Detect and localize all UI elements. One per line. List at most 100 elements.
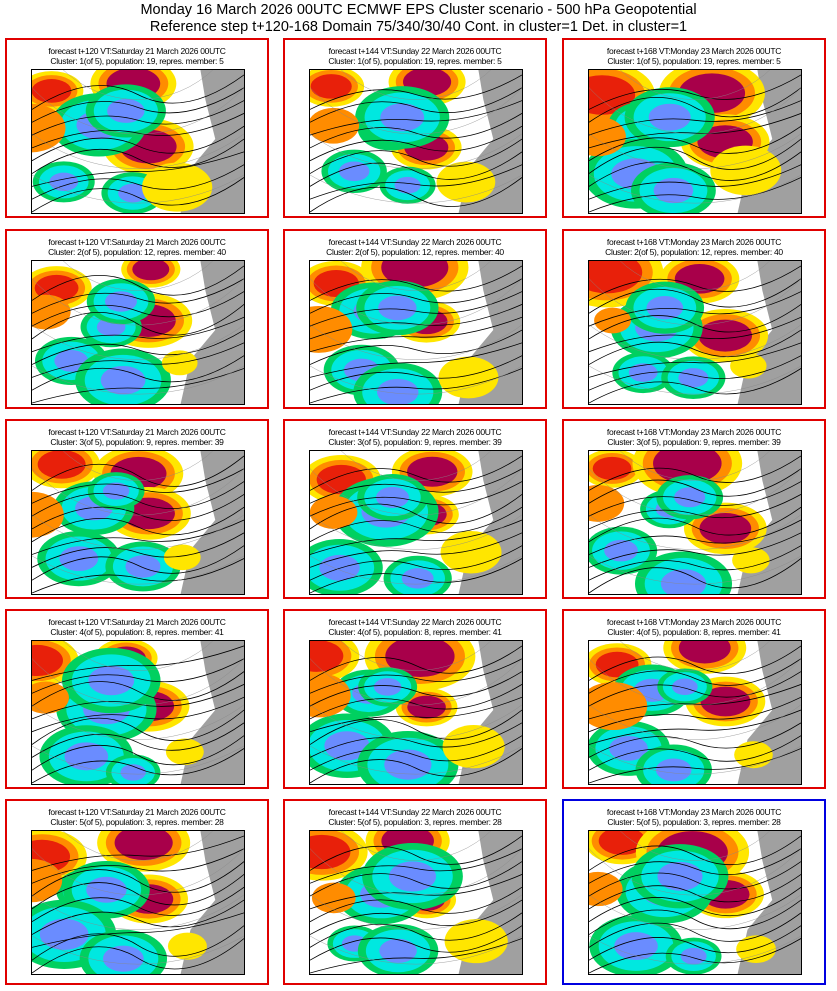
cluster-panel: forecast t+144 VT:Sunday 22 March 2026 0… — [283, 609, 547, 789]
panel-cluster-label: Cluster: 4(of 5), population: 8, repres.… — [607, 627, 781, 637]
geopotential-map — [588, 830, 802, 975]
contour-line — [589, 684, 801, 720]
contour-line — [310, 899, 522, 935]
contour-line — [589, 342, 801, 378]
cluster-panel: forecast t+120 VT:Saturday 21 March 2026… — [5, 799, 269, 985]
graticule — [310, 174, 522, 204]
cluster-panel: forecast t+168 VT:Monday 23 March 2026 0… — [562, 609, 826, 789]
graticule — [589, 935, 801, 965]
contour-line — [310, 506, 522, 543]
graticule — [340, 261, 492, 291]
contour-line — [589, 316, 801, 353]
geopotential-map — [31, 260, 245, 405]
chart-title: Monday 16 March 2026 00UTC ECMWF EPS Clu… — [140, 2, 697, 18]
cluster-panel: forecast t+144 VT:Sunday 22 March 2026 0… — [283, 419, 547, 599]
contour-line — [32, 645, 244, 681]
contour-line — [32, 455, 244, 491]
graticule — [310, 278, 522, 326]
contour-line — [589, 177, 801, 213]
graticule — [62, 451, 214, 481]
graticule — [619, 641, 771, 671]
panel-cluster-label: Cluster: 2(of 5), population: 12, repres… — [48, 247, 226, 257]
contour-line — [32, 545, 244, 581]
panel-cluster-label: Cluster: 4(of 5), population: 8, repres.… — [328, 627, 502, 637]
contour-line — [32, 113, 244, 149]
contour-line — [310, 177, 522, 213]
panel-cluster-label: Cluster: 3(of 5), population: 9, repres.… — [328, 437, 502, 447]
contour-line — [589, 481, 801, 517]
contour-line — [589, 709, 801, 745]
contour-line — [310, 100, 522, 136]
contour-line — [32, 291, 244, 327]
contour-line — [310, 368, 522, 404]
cluster-panel: forecast t+168 VT:Monday 23 March 2026 0… — [562, 419, 826, 599]
contour-line — [589, 494, 801, 530]
contour-line — [32, 506, 244, 543]
panel-step-label: forecast t+144 VT:Sunday 22 March 2026 0… — [328, 807, 502, 817]
contour-line — [310, 848, 522, 884]
contour-line — [589, 874, 801, 910]
graticule — [32, 894, 244, 930]
contour-line — [32, 748, 244, 784]
geopotential-map — [588, 69, 802, 214]
contour-line — [310, 874, 522, 910]
contour-line — [310, 151, 522, 187]
cluster-panel: forecast t+168 VT:Monday 23 March 2026 0… — [562, 799, 826, 985]
panel-cluster-label: Cluster: 5(of 5), population: 3, repres.… — [50, 817, 224, 827]
contour-line — [32, 74, 244, 110]
geopotential-map — [309, 830, 523, 975]
contour-line — [589, 545, 801, 581]
contour-line — [589, 735, 801, 771]
contour-line — [32, 342, 244, 378]
panel-cluster-label: Cluster: 5(of 5), population: 3, repres.… — [328, 817, 502, 827]
graticule — [310, 935, 522, 965]
contour-line — [32, 658, 244, 694]
graticule — [589, 704, 801, 740]
graticule — [619, 831, 771, 861]
contour-line — [310, 265, 522, 301]
contour-line — [32, 886, 244, 923]
graticule — [32, 848, 244, 896]
panel-step-label: forecast t+168 VT:Monday 23 March 2026 0… — [606, 237, 782, 247]
contour-line — [32, 696, 244, 733]
graticule — [310, 514, 522, 550]
contour-line — [32, 100, 244, 136]
contour-line — [310, 455, 522, 491]
contour-line — [589, 861, 801, 897]
graticule — [589, 324, 801, 360]
chart-subtitle: Reference step t+120-168 Domain 75/340/3… — [149, 19, 688, 35]
contour-line — [310, 684, 522, 720]
contour-line — [32, 532, 244, 568]
contour-line — [310, 645, 522, 681]
graticule — [310, 745, 522, 775]
contour-line — [589, 886, 801, 923]
graticule — [589, 555, 801, 585]
contour-line — [589, 468, 801, 504]
graticule — [589, 894, 801, 930]
geopotential-map — [309, 450, 523, 595]
graticule — [589, 514, 801, 550]
contour-line — [32, 709, 244, 745]
contour-line — [589, 368, 801, 404]
contour-line — [310, 722, 522, 758]
contour-line — [310, 938, 522, 974]
graticule — [310, 133, 522, 169]
graticule — [340, 451, 492, 481]
geopotential-map — [31, 69, 245, 214]
contour-line — [32, 468, 244, 504]
geopotential-map — [31, 640, 245, 785]
contour-line — [310, 125, 522, 162]
contour-line — [310, 558, 522, 594]
contour-line — [589, 835, 801, 871]
contour-line — [589, 87, 801, 123]
contour-line — [310, 342, 522, 378]
contour-line — [589, 671, 801, 707]
contour-line — [589, 912, 801, 948]
graticule — [619, 451, 771, 481]
contour-line — [310, 532, 522, 568]
contour-line — [589, 645, 801, 681]
contour-line — [589, 696, 801, 733]
contour-line — [589, 291, 801, 327]
graticule — [62, 70, 214, 100]
panel-cluster-label: Cluster: 1(of 5), population: 19, repres… — [328, 56, 502, 66]
